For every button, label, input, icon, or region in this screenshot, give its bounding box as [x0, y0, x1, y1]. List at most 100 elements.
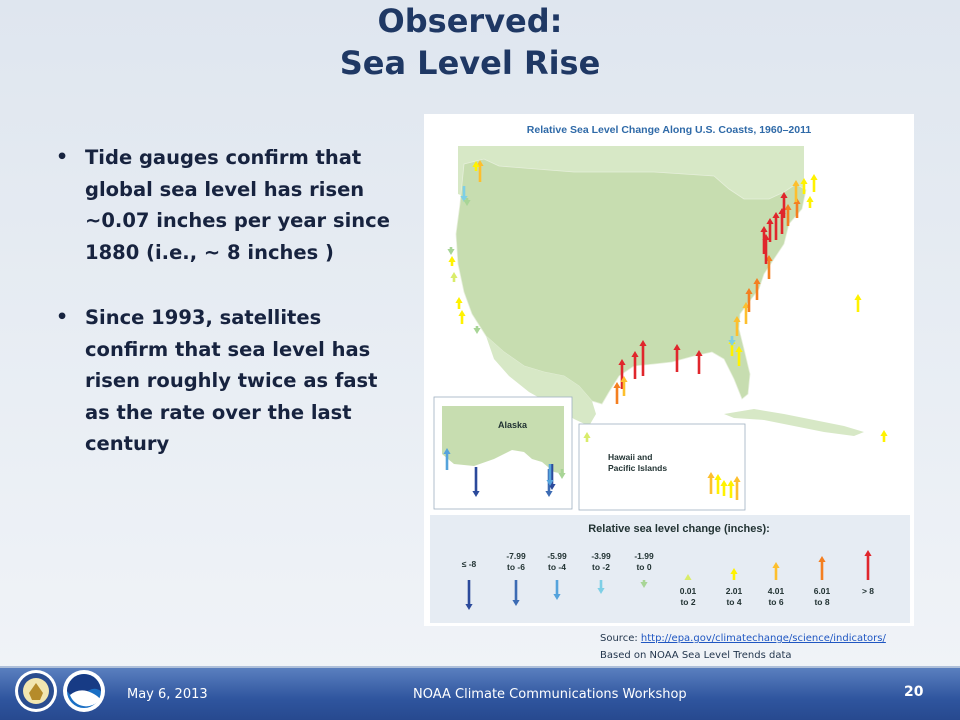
station-arrow-icon: [639, 340, 647, 376]
station-arrow-icon: [558, 469, 566, 479]
legend-label: to -6: [507, 562, 525, 572]
source-citation: Source: http://epa.gov/climatechange/sci…: [600, 630, 886, 664]
footer-date: May 6, 2013: [127, 687, 208, 702]
station-arrow-icon: [455, 297, 463, 309]
legend-arrow-icon: [730, 568, 738, 580]
sea-level-map-figure: Relative Sea Level Change Along U.S. Coa…: [424, 114, 914, 626]
station-arrow-icon: [583, 432, 591, 442]
station-arrow-icon: [784, 204, 792, 226]
us-landmass: [455, 158, 807, 405]
legend-box: [430, 515, 910, 623]
source-line: Source: http://epa.gov/climatechange/sci…: [600, 630, 886, 647]
source-prefix: Source:: [600, 633, 641, 644]
legend-arrow-icon: [818, 556, 826, 580]
station-arrow-icon: [443, 448, 451, 470]
source-link[interactable]: http://epa.gov/climatechange/science/ind…: [640, 633, 886, 644]
caribbean-islands: [724, 409, 864, 436]
legend-label: -3.99: [591, 551, 611, 561]
legend-label: to 2: [680, 597, 695, 607]
legend-arrow-icon: [512, 580, 520, 606]
station-arrow-icon: [772, 212, 780, 240]
legend-label: to 6: [768, 597, 783, 607]
legend-label: 2.01: [726, 586, 743, 596]
footer-bar: [0, 668, 960, 720]
station-arrow-icon: [714, 474, 722, 494]
station-arrow-icon: [727, 480, 735, 498]
alaska-label: Alaska: [498, 420, 528, 430]
noaa-logo: [63, 670, 105, 712]
legend-label: ≤ -8: [462, 559, 477, 569]
station-arrow-icon: [780, 192, 788, 218]
station-arrow-icon: [806, 196, 814, 208]
legend-title: Relative sea level change (inches):: [588, 523, 770, 535]
legend-label: -7.99: [506, 551, 526, 561]
legend-arrow-icon: [465, 580, 473, 610]
station-arrow-icon: [458, 310, 466, 324]
station-arrow-icon: [473, 326, 481, 334]
station-arrow-icon: [766, 218, 774, 242]
legend-label: 6.01: [814, 586, 831, 596]
hawaii-label-line2: Pacific Islands: [608, 463, 667, 473]
station-arrow-icon: [631, 351, 639, 379]
legend-label: to 0: [636, 562, 651, 572]
station-arrow-icon: [733, 476, 741, 500]
station-arrow-icon: [618, 359, 626, 389]
slide-title-line1: Observed:: [377, 2, 563, 40]
station-arrow-icon: [450, 272, 458, 282]
station-arrow-icon: [620, 376, 628, 396]
legend-arrow-icon: [597, 580, 605, 594]
station-arrow-icon: [472, 467, 480, 497]
station-arrow-icon: [707, 472, 715, 494]
station-arrow-icon: [854, 294, 862, 312]
station-arrow-icon: [728, 336, 736, 346]
alaska-landmass: [442, 406, 564, 474]
page-number: 20: [904, 684, 924, 700]
legend-arrow-icon: [553, 580, 561, 600]
station-arrow-icon: [476, 160, 484, 182]
station-arrow-icon: [733, 316, 741, 336]
hawaii-inset: [578, 423, 746, 511]
slide-title-line2: Sea Level Rise: [339, 44, 601, 82]
station-arrow-icon: [792, 180, 800, 202]
station-arrows: [443, 160, 888, 500]
station-arrow-icon: [613, 382, 621, 404]
station-arrow-icon: [463, 198, 471, 206]
station-arrow-icon: [753, 278, 761, 300]
footer-divider: [0, 666, 960, 669]
station-arrow-icon: [735, 346, 743, 366]
station-arrow-icon: [460, 186, 468, 202]
legend-arrow-icon: [864, 550, 872, 580]
station-arrow-icon: [546, 464, 554, 486]
bullet-item: • Since 1993, satellites confirm that sea…: [52, 302, 397, 460]
station-arrow-icon: [800, 178, 808, 194]
station-arrow-icon: [447, 247, 455, 255]
station-arrow-icon: [695, 350, 703, 374]
bullet-item: • Tide gauges confirm that global sea lev…: [52, 142, 397, 268]
map-title: Relative Sea Level Change Along U.S. Coa…: [527, 124, 812, 136]
bullet-dot-icon: •: [56, 146, 69, 168]
legend-label: -5.99: [547, 551, 567, 561]
legend-label: to -4: [548, 562, 566, 572]
bullet-list: • Tide gauges confirm that global sea lev…: [52, 142, 397, 494]
footer-event: NOAA Climate Communications Workshop: [413, 687, 687, 702]
legend-arrow-icon: [640, 580, 648, 588]
hawaii-label-line1: Hawaii and: [608, 452, 652, 462]
bullet-text: Since 1993, satellites confirm that sea …: [85, 306, 378, 455]
station-arrow-icon: [810, 174, 818, 192]
slide-title: Observed: Sea Level Rise: [0, 0, 940, 84]
station-arrow-icon: [880, 430, 888, 442]
sea-level-map: Relative Sea Level Change Along U.S. Coa…: [424, 114, 914, 626]
doc-seal-logo: [15, 670, 57, 712]
legend-label: to 8: [814, 597, 829, 607]
legend-arrow-icon: [684, 574, 692, 580]
legend-label: -1.99: [634, 551, 654, 561]
station-arrow-icon: [472, 161, 480, 171]
legend-label: 4.01: [768, 586, 785, 596]
station-arrow-icon: [760, 226, 768, 254]
station-arrow-icon: [673, 344, 681, 372]
source-note: Based on NOAA Sea Level Trends data: [600, 650, 792, 661]
legend-label: 0.01: [680, 586, 697, 596]
legend-arrow-icon: [772, 562, 780, 580]
legend-label: to -2: [592, 562, 610, 572]
